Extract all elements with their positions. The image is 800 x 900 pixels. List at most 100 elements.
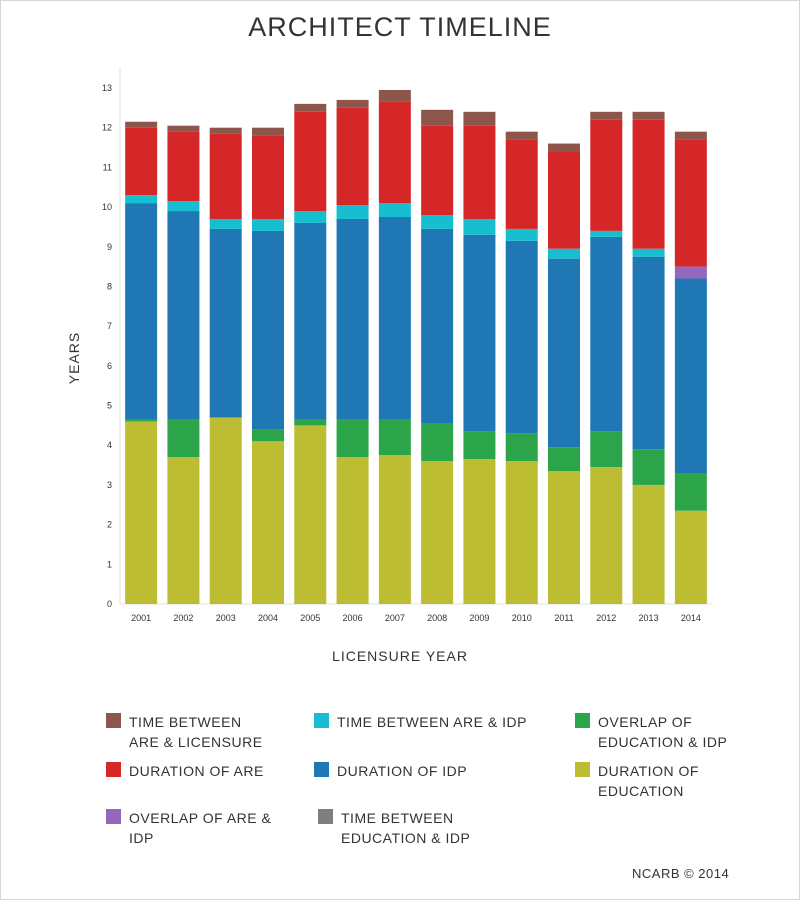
y-tick-label: 3 — [107, 480, 112, 490]
x-tick-label: 2004 — [258, 613, 278, 623]
bar-segment-duration-of-are — [252, 135, 284, 219]
bar-segment-overlap-of-education-idp — [505, 433, 538, 462]
bar-segment-duration-of-education — [463, 459, 496, 604]
bar-segment-duration-of-idp — [125, 203, 158, 420]
bar-segment-time-between-are-idp — [548, 248, 580, 259]
legend-label: TIME BETWEEN ARE & LICENSURE — [129, 714, 263, 750]
bar-segment-overlap-of-education-idp — [463, 431, 496, 460]
bar-segment-duration-of-education — [125, 421, 158, 604]
bar-segment-time-between-are-licensure — [125, 121, 158, 128]
bar-segment-time-between-are-licensure — [548, 143, 580, 152]
bar-segment-overlap-of-education-idp — [548, 447, 580, 472]
bar-segment-duration-of-education — [590, 467, 623, 604]
legend-swatch — [314, 713, 329, 728]
bar-segment-time-between-are-idp — [378, 203, 411, 217]
x-tick-label: 2011 — [554, 613, 573, 623]
bar-segment-time-between-are-idp — [125, 195, 158, 204]
legend-swatch — [106, 809, 121, 824]
bar-segment-duration-of-idp — [463, 234, 496, 432]
bar-segment-duration-of-idp — [209, 228, 242, 418]
bar-segment-duration-of-are — [590, 119, 623, 231]
legend-label: TIME BETWEEN EDUCATION & IDP — [341, 810, 471, 846]
legend-swatch — [575, 713, 590, 728]
bar-segment-duration-of-education — [336, 457, 369, 604]
x-tick-label: 2014 — [681, 613, 701, 623]
bar-segment-duration-of-are — [209, 133, 242, 219]
legend-item-overlap-education-idp: OVERLAP OF EDUCATION & IDP — [575, 712, 738, 752]
bar-segment-overlap-of-education-idp — [421, 423, 454, 462]
bar-segment-overlap-of-education-idp — [378, 419, 411, 456]
x-tick-label: 2007 — [385, 613, 405, 623]
bar-segment-duration-of-idp — [252, 230, 284, 430]
bar-segment-overlap-of-are-idp — [674, 266, 707, 279]
bar-segment-duration-of-idp — [167, 211, 200, 420]
chart-title: ARCHITECT TIMELINE — [248, 12, 552, 42]
bar-segment-duration-of-education — [209, 417, 242, 604]
bar-segment-duration-of-idp — [674, 278, 707, 474]
bar-segment-duration-of-idp — [505, 240, 538, 434]
bar-segment-overlap-of-education-idp — [252, 429, 284, 442]
bar-segment-duration-of-are — [336, 107, 369, 206]
y-tick-label: 2 — [107, 520, 112, 530]
legend-item-duration-idp: DURATION OF IDP — [314, 761, 507, 781]
bar-segment-duration-of-education — [294, 425, 327, 604]
bar-segment-time-between-are-idp — [294, 211, 327, 223]
y-tick-label: 11 — [103, 162, 112, 172]
y-tick-label: 9 — [107, 242, 112, 252]
legend-swatch — [106, 762, 121, 777]
bar-segment-time-between-are-idp — [252, 218, 284, 231]
bar-segment-duration-of-are — [125, 127, 158, 196]
legend-item-time-between-are-idp: TIME BETWEEN ARE & IDP — [314, 712, 537, 732]
bar-segment-time-between-are-licensure — [421, 109, 454, 126]
legend-item-time-between-education-idp: TIME BETWEEN EDUCATION & IDP — [318, 808, 481, 848]
x-axis-label: LICENSURE YEAR — [332, 648, 468, 664]
y-axis-label: YEARS — [66, 331, 82, 385]
bar-segment-time-between-are-licensure — [378, 89, 411, 102]
bar-segment-duration-of-education — [378, 455, 411, 604]
bar-segment-duration-of-are — [378, 101, 411, 204]
bar-segment-duration-of-education — [505, 461, 538, 604]
bar-segment-duration-of-education — [548, 471, 580, 604]
bar-segment-duration-of-are — [505, 139, 538, 229]
y-tick-label: 7 — [107, 321, 112, 331]
legend-swatch — [106, 713, 121, 728]
bar-segment-duration-of-idp — [548, 258, 580, 448]
bar-segment-duration-of-are — [632, 119, 665, 249]
footer-credit: NCARB © 2014 — [632, 866, 730, 881]
bar-segment-time-between-are-licensure — [590, 111, 623, 120]
x-tick-label: 2008 — [427, 613, 447, 623]
x-tick-label: 2001 — [131, 613, 151, 623]
y-tick-label: 0 — [107, 599, 112, 609]
bar-segment-time-between-are-licensure — [167, 125, 200, 132]
bar-segment-duration-of-education — [674, 510, 707, 604]
bar-segment-time-between-are-idp — [632, 248, 665, 257]
y-tick-label: 4 — [107, 440, 112, 450]
bar-segment-time-between-are-idp — [209, 218, 242, 229]
bar-segment-time-between-are-licensure — [336, 99, 369, 108]
bar-segment-time-between-are-licensure — [209, 127, 242, 134]
bar-segment-time-between-are-licensure — [463, 111, 496, 126]
legend-item-duration-education: DURATION OF EDUCATION — [575, 761, 708, 801]
legend-swatch — [575, 762, 590, 777]
bar-segment-overlap-of-education-idp — [590, 431, 623, 468]
y-tick-label: 5 — [107, 401, 112, 411]
bar-segment-duration-of-idp — [421, 228, 454, 424]
bar-segment-time-between-are-idp — [505, 228, 538, 241]
legend-item-duration-are: DURATION OF ARE — [106, 761, 299, 781]
bar-segment-duration-of-are — [167, 131, 200, 202]
x-tick-label: 2002 — [173, 613, 193, 623]
bar-segment-duration-of-idp — [632, 256, 665, 450]
bar-segment-duration-of-are — [294, 111, 327, 212]
bar-segment-time-between-are-licensure — [294, 103, 327, 112]
legend-label: DURATION OF IDP — [337, 763, 468, 779]
bar-segment-time-between-are-licensure — [674, 131, 707, 140]
legend-label: OVERLAP OF ARE & IDP — [129, 810, 272, 846]
bar-segment-duration-of-are — [548, 151, 580, 249]
legend-item-time-between-are-licensure: TIME BETWEEN ARE & LICENSURE — [106, 712, 269, 752]
x-tick-label: 2013 — [639, 613, 659, 623]
bar-segment-overlap-of-education-idp — [632, 449, 665, 485]
bar-segment-duration-of-are — [463, 125, 496, 219]
bar-segment-duration-of-idp — [590, 236, 623, 432]
